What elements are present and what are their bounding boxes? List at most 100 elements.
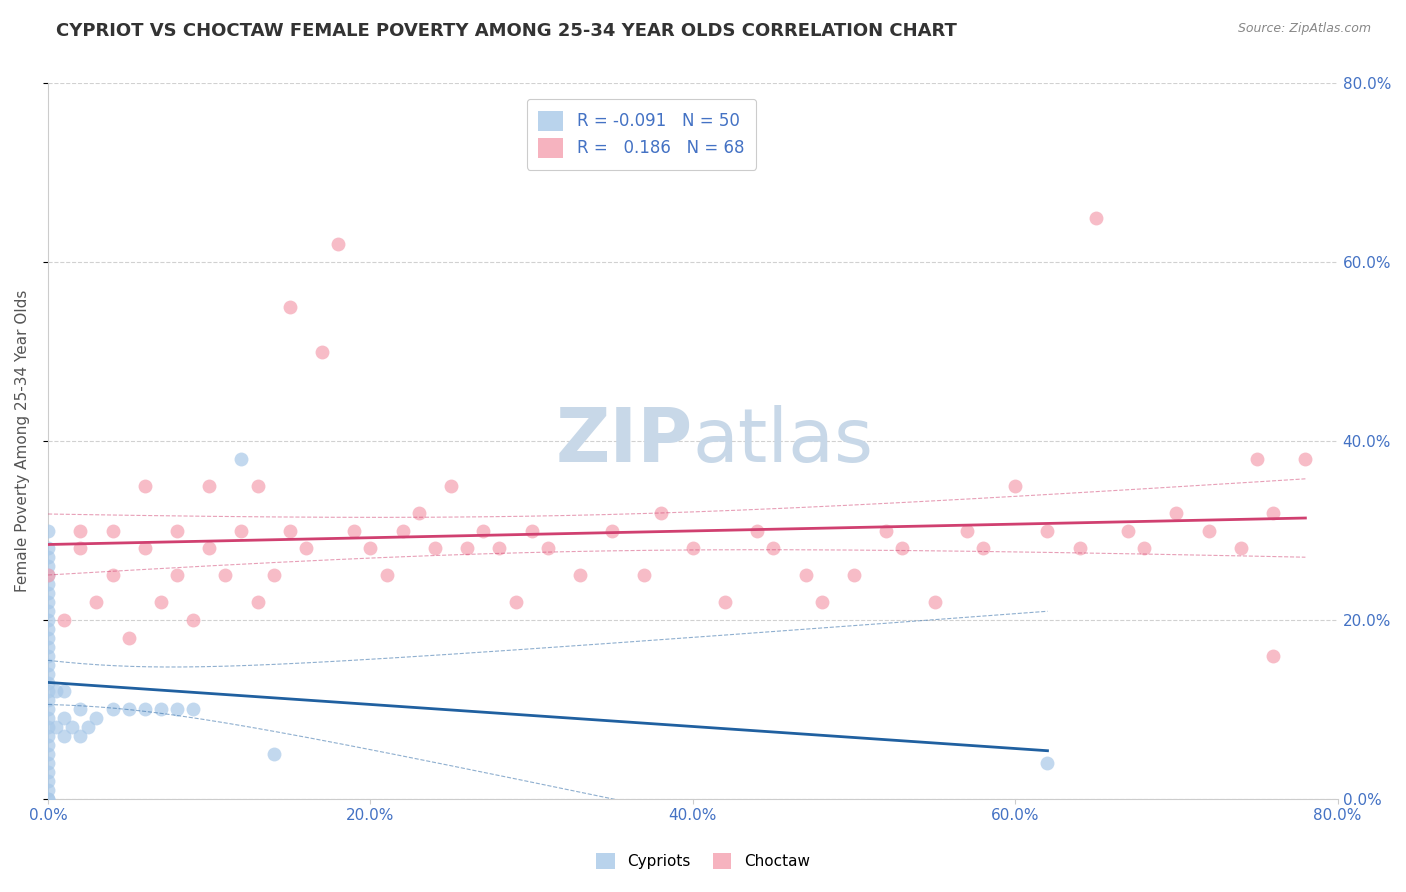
Point — [391, 524, 413, 538]
Point — [69, 524, 91, 538]
Point — [198, 541, 221, 556]
Point — [1116, 524, 1139, 538]
Point — [37, 568, 59, 582]
Point — [37, 550, 59, 565]
Point — [440, 479, 463, 493]
Point — [311, 344, 333, 359]
Point — [231, 452, 253, 467]
Point — [328, 237, 350, 252]
Point — [37, 666, 59, 681]
Point — [118, 631, 141, 645]
Point — [134, 702, 156, 716]
Point — [149, 595, 172, 609]
Point — [1230, 541, 1253, 556]
Point — [375, 568, 398, 582]
Point — [198, 479, 221, 493]
Point — [37, 648, 59, 663]
Point — [505, 595, 527, 609]
Point — [1294, 452, 1316, 467]
Point — [101, 524, 124, 538]
Point — [53, 684, 76, 698]
Point — [37, 631, 59, 645]
Point — [747, 524, 769, 538]
Point — [343, 524, 366, 538]
Point — [924, 595, 946, 609]
Point — [359, 541, 381, 556]
Point — [37, 747, 59, 761]
Point — [37, 782, 59, 797]
Point — [77, 720, 100, 734]
Point — [37, 738, 59, 752]
Point — [166, 568, 188, 582]
Point — [37, 720, 59, 734]
Point — [956, 524, 979, 538]
Point — [86, 711, 108, 725]
Point — [37, 675, 59, 690]
Point — [263, 568, 285, 582]
Point — [37, 559, 59, 574]
Point — [37, 729, 59, 743]
Point — [520, 524, 543, 538]
Point — [537, 541, 560, 556]
Point — [278, 524, 301, 538]
Point — [37, 684, 59, 698]
Point — [53, 729, 76, 743]
Point — [37, 702, 59, 716]
Point — [1246, 452, 1268, 467]
Point — [69, 702, 91, 716]
Point — [1166, 506, 1188, 520]
Point — [633, 568, 655, 582]
Point — [762, 541, 785, 556]
Y-axis label: Female Poverty Among 25-34 Year Olds: Female Poverty Among 25-34 Year Olds — [15, 290, 30, 592]
Point — [37, 524, 59, 538]
Point — [86, 595, 108, 609]
Point — [456, 541, 478, 556]
Point — [37, 791, 59, 805]
Point — [650, 506, 672, 520]
Point — [60, 720, 83, 734]
Point — [1084, 211, 1107, 225]
Point — [37, 595, 59, 609]
Point — [1198, 524, 1220, 538]
Point — [472, 524, 495, 538]
Point — [408, 506, 430, 520]
Point — [569, 568, 592, 582]
Point — [714, 595, 737, 609]
Point — [423, 541, 446, 556]
Point — [1069, 541, 1091, 556]
Point — [37, 773, 59, 788]
Point — [134, 541, 156, 556]
Point — [118, 702, 141, 716]
Point — [37, 541, 59, 556]
Point — [37, 711, 59, 725]
Point — [1036, 524, 1059, 538]
Point — [45, 720, 67, 734]
Point — [842, 568, 865, 582]
Point — [37, 756, 59, 770]
Point — [53, 711, 76, 725]
Point — [134, 479, 156, 493]
Point — [488, 541, 510, 556]
Point — [37, 622, 59, 636]
Point — [37, 640, 59, 654]
Point — [875, 524, 897, 538]
Point — [37, 613, 59, 627]
Point — [1263, 648, 1285, 663]
Legend: R = -0.091   N = 50, R =   0.186   N = 68: R = -0.091 N = 50, R = 0.186 N = 68 — [527, 99, 756, 169]
Point — [1133, 541, 1156, 556]
Point — [295, 541, 318, 556]
Point — [214, 568, 236, 582]
Point — [682, 541, 704, 556]
Point — [246, 479, 269, 493]
Point — [37, 764, 59, 779]
Point — [181, 702, 204, 716]
Point — [181, 613, 204, 627]
Point — [53, 613, 76, 627]
Point — [246, 595, 269, 609]
Legend: Cypriots, Choctaw: Cypriots, Choctaw — [591, 847, 815, 875]
Point — [37, 693, 59, 707]
Point — [1004, 479, 1026, 493]
Point — [37, 604, 59, 618]
Point — [37, 791, 59, 805]
Point — [37, 586, 59, 600]
